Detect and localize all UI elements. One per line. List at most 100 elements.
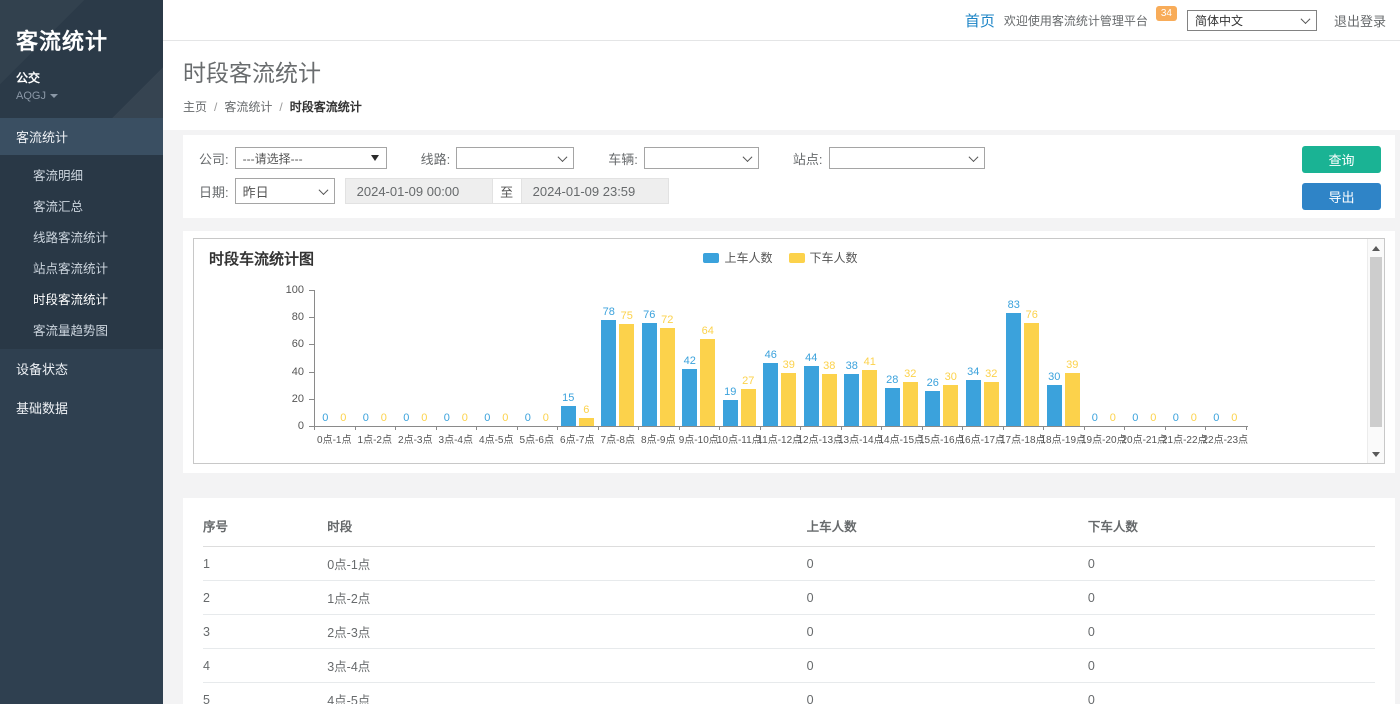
station-select[interactable] [829,147,985,169]
breadcrumb-item[interactable]: 主页 [183,98,207,115]
page-title: 时段客流统计 [183,54,1380,88]
bar-group: 303918点-19点 [1043,290,1084,426]
x-axis-tick [800,426,801,430]
x-axis-tick [719,426,720,430]
sidebar-submenu-item[interactable]: 客流明细 [0,159,163,190]
date-from-input[interactable] [345,178,493,204]
sidebar-submenu: 客流明细客流汇总线路客流统计站点客流统计时段客流统计客流量趋势图 [0,155,163,349]
bar-value-label: 0 [403,412,409,424]
vehicle-select[interactable] [644,147,759,169]
date-preset-select[interactable]: 昨日 [235,178,335,204]
company-value: ---请选择--- [243,150,303,167]
x-axis-label: 8点-9点 [641,431,675,446]
filter-panel: 公司: ---请选择--- 线路: 车辆: [183,135,1395,218]
x-axis-label: 7点-8点 [601,431,635,446]
bar-value-label: 0 [1173,412,1179,424]
bar-column-boarding: 0 [318,290,333,426]
bar-column-boarding: 30 [1047,290,1062,426]
sidebar-submenu-item[interactable]: 客流汇总 [0,190,163,221]
y-axis-label: 80 [271,311,304,323]
bar-value-label: 32 [904,368,916,380]
bar-boarding [1047,385,1062,426]
x-axis-tick [517,426,518,430]
home-link[interactable]: 首页 [965,10,995,31]
vehicle-label: 车辆: [608,149,638,168]
bar-value-label: 0 [502,412,508,424]
legend-label: 下车人数 [810,249,858,266]
bar-column-alighting: 0 [1105,290,1120,426]
bar-group: 001点-2点 [355,290,396,426]
bar-boarding [1006,313,1021,426]
bar-column-alighting: 0 [376,290,391,426]
table-cell: 4 [203,649,327,683]
x-axis-tick [962,426,963,430]
bar-alighting [984,382,999,426]
export-button[interactable]: 导出 [1302,183,1381,210]
bar-column-alighting: 39 [781,290,796,426]
table-cell: 0 [807,649,1088,683]
x-axis-label: 18点-19点 [1040,431,1086,446]
bar-group: 78757点-8点 [598,290,639,426]
x-axis-label: 21点-22点 [1162,431,1208,446]
query-button[interactable]: 查询 [1302,146,1381,173]
breadcrumb-item[interactable]: 客流统计 [224,98,272,115]
bar-group: 443812点-13点 [800,290,841,426]
bar-boarding [642,323,657,426]
language-select[interactable]: 简体中文 [1187,10,1317,31]
bar-group: 384113点-14点 [841,290,882,426]
bar-column-alighting: 75 [619,290,634,426]
table-cell: 0 [1088,547,1375,581]
bar-column-boarding: 76 [642,290,657,426]
sidebar-item-passenger-stats[interactable]: 客流统计 [0,118,163,155]
bar-column-boarding: 0 [399,290,414,426]
sidebar-item[interactable]: 基础数据 [0,388,163,427]
welcome-text: 欢迎使用客流统计管理平台 [1004,12,1148,29]
org-code-dropdown[interactable]: AQGJ [16,90,147,102]
sidebar-logo-area: 客流统计 公交 AQGJ [0,0,163,118]
logout-link[interactable]: 退出登录 [1334,11,1386,30]
scroll-up-icon[interactable] [1368,240,1384,256]
sidebar-item[interactable]: 设备状态 [0,349,163,388]
company-select[interactable]: ---请选择--- [235,147,387,169]
language-value: 简体中文 [1195,12,1243,29]
bar-column-alighting: 0 [498,290,513,426]
bar-value-label: 0 [444,412,450,424]
bar-value-label: 15 [562,392,574,404]
legend-swatch [789,253,805,263]
sidebar-submenu-item[interactable]: 时段客流统计 [0,283,163,314]
bar-value-label: 39 [1066,359,1078,371]
table-cell: 0 [807,547,1088,581]
x-axis-label: 19点-20点 [1081,431,1127,446]
bar-column-boarding: 19 [723,290,738,426]
chart-scrollbar[interactable] [1367,239,1384,463]
x-axis-label: 14点-15点 [878,431,924,446]
bar-column-boarding: 0 [439,290,454,426]
y-axis-label: 40 [271,366,304,378]
x-axis-label: 22点-23点 [1202,431,1248,446]
bar-column-boarding: 28 [885,290,900,426]
x-axis-tick [881,426,882,430]
bar-column-alighting: 76 [1024,290,1039,426]
x-axis-tick [476,426,477,430]
bar-alighting [579,418,594,426]
bar-value-label: 28 [886,374,898,386]
bar-value-label: 44 [805,352,817,364]
scrollbar-thumb[interactable] [1370,257,1382,427]
sidebar-submenu-item[interactable]: 客流量趋势图 [0,314,163,345]
sidebar-submenu-item[interactable]: 线路客流统计 [0,221,163,252]
table-cell: 0 [807,581,1088,615]
bar-column-boarding: 78 [601,290,616,426]
bar-column-alighting: 0 [336,290,351,426]
sidebar-submenu-item[interactable]: 站点客流统计 [0,252,163,283]
bar-group: 837617点-18点 [1003,290,1044,426]
chart-container: 时段车流统计图 上车人数 下车人数 020406080100000点-1点001… [193,238,1385,464]
date-to-input[interactable] [521,178,669,204]
org-name: 公交 [16,69,147,86]
bar-column-alighting: 32 [984,290,999,426]
x-axis-label: 2点-3点 [398,431,432,446]
line-select[interactable] [456,147,574,169]
caret-down-icon [50,94,58,98]
bar-column-alighting: 27 [741,290,756,426]
scroll-down-icon[interactable] [1368,446,1384,462]
x-axis-tick [760,426,761,430]
